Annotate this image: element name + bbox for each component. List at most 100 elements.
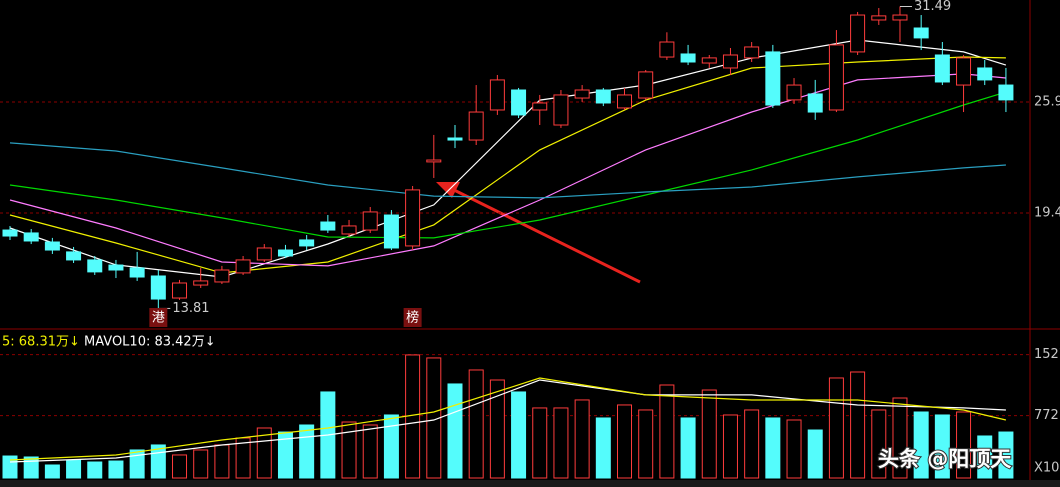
candle-body	[66, 251, 82, 261]
volume-bar	[172, 454, 188, 479]
unit-label: X10	[1034, 461, 1059, 476]
volume-bar	[574, 399, 590, 479]
candle-body	[828, 44, 844, 111]
volume-bar	[956, 411, 972, 479]
candle-body	[765, 51, 781, 106]
volume-bar	[638, 409, 654, 479]
candle-body	[786, 84, 802, 101]
high-annotation: 31.49	[914, 0, 951, 14]
ma-line	[9, 73, 1006, 267]
watermark: 头条 @阳顶天	[878, 447, 1012, 471]
ma-line	[9, 56, 1006, 274]
volume-bar	[871, 409, 887, 479]
volume-bar	[680, 417, 696, 479]
candle-body	[744, 46, 760, 59]
y-tick-label: 1527	[1034, 347, 1060, 362]
ma-line	[9, 377, 1007, 461]
volume-bar	[765, 417, 781, 479]
candle-body	[850, 14, 866, 53]
candle-body	[277, 249, 293, 257]
volume-bar	[701, 389, 717, 479]
volume-bar	[553, 407, 569, 479]
volume-bar	[108, 460, 124, 479]
candle-body	[659, 41, 675, 58]
candle-body	[426, 159, 442, 163]
y-tick-label: 772	[1034, 408, 1059, 423]
candle-body	[362, 211, 378, 231]
volume-bar	[892, 397, 908, 479]
candle-body	[511, 89, 527, 116]
volume-bar	[977, 435, 993, 479]
volume-bar	[447, 383, 463, 479]
volume-bar	[532, 407, 548, 479]
ma-line	[9, 379, 1006, 463]
candle-body	[532, 102, 548, 111]
candle-body	[193, 280, 209, 286]
candle-body	[956, 57, 972, 86]
candle-body	[680, 53, 696, 63]
candle-body	[553, 94, 569, 126]
candle-body	[320, 221, 336, 231]
volume-bar	[87, 461, 103, 479]
volume-bar	[129, 449, 145, 479]
legend-item: MAVOL10: 83.42万↓	[84, 335, 216, 350]
candle-body	[150, 275, 166, 300]
volume-bar	[489, 379, 505, 479]
volume-bar	[511, 391, 527, 479]
volume-bar	[998, 431, 1014, 479]
candle-body	[468, 111, 484, 141]
marker-box	[403, 308, 422, 327]
candle-body	[2, 229, 18, 237]
candle-body	[489, 79, 505, 111]
volume-bar	[23, 456, 39, 479]
volume-bar	[44, 464, 60, 479]
volume-bar	[744, 409, 760, 479]
candle-body	[722, 54, 738, 69]
legend-item: 5: 68.31万↓	[2, 335, 80, 350]
y-tick-label: 19.4	[1034, 206, 1060, 221]
candle-body	[574, 89, 590, 99]
candle-body	[807, 93, 823, 113]
volume-bar	[341, 421, 357, 479]
candle-body	[595, 89, 611, 104]
candle-body	[256, 247, 272, 261]
volume-bar	[807, 429, 823, 479]
arrow-shaft	[451, 187, 641, 284]
candle-body	[617, 94, 633, 109]
volume-bar	[828, 377, 844, 479]
candle-body	[871, 15, 887, 21]
marker: 港	[152, 311, 165, 326]
volume-bar	[913, 411, 929, 479]
marker-box	[149, 308, 168, 327]
candle-body	[235, 259, 251, 274]
candle-body	[913, 27, 929, 39]
low-annotation: 13.81	[172, 301, 209, 316]
ma-line	[9, 142, 1006, 199]
candle-body	[44, 241, 60, 251]
candle-body	[108, 264, 124, 271]
candle-body	[129, 267, 145, 278]
candle-body	[23, 232, 39, 242]
candle-body	[405, 189, 421, 247]
volume-bar	[193, 449, 209, 479]
ma-line	[9, 91, 1007, 239]
tab-strip	[0, 480, 1060, 487]
volume-bar	[214, 444, 230, 479]
volume-bar	[934, 414, 950, 479]
candle-body	[638, 71, 654, 99]
volume-bar	[722, 414, 738, 479]
y-tick-label: 25.9	[1034, 95, 1060, 110]
volume-bar	[468, 369, 484, 479]
volume-bar	[595, 417, 611, 479]
candle-body	[341, 225, 357, 235]
candle-body	[172, 282, 188, 299]
volume-bar	[383, 414, 399, 479]
marker: 榜	[406, 310, 419, 326]
candle-body	[299, 239, 315, 247]
candle-body	[934, 54, 950, 83]
volume-bar	[66, 459, 82, 479]
candle-body	[998, 84, 1014, 101]
candle-body	[214, 269, 230, 283]
